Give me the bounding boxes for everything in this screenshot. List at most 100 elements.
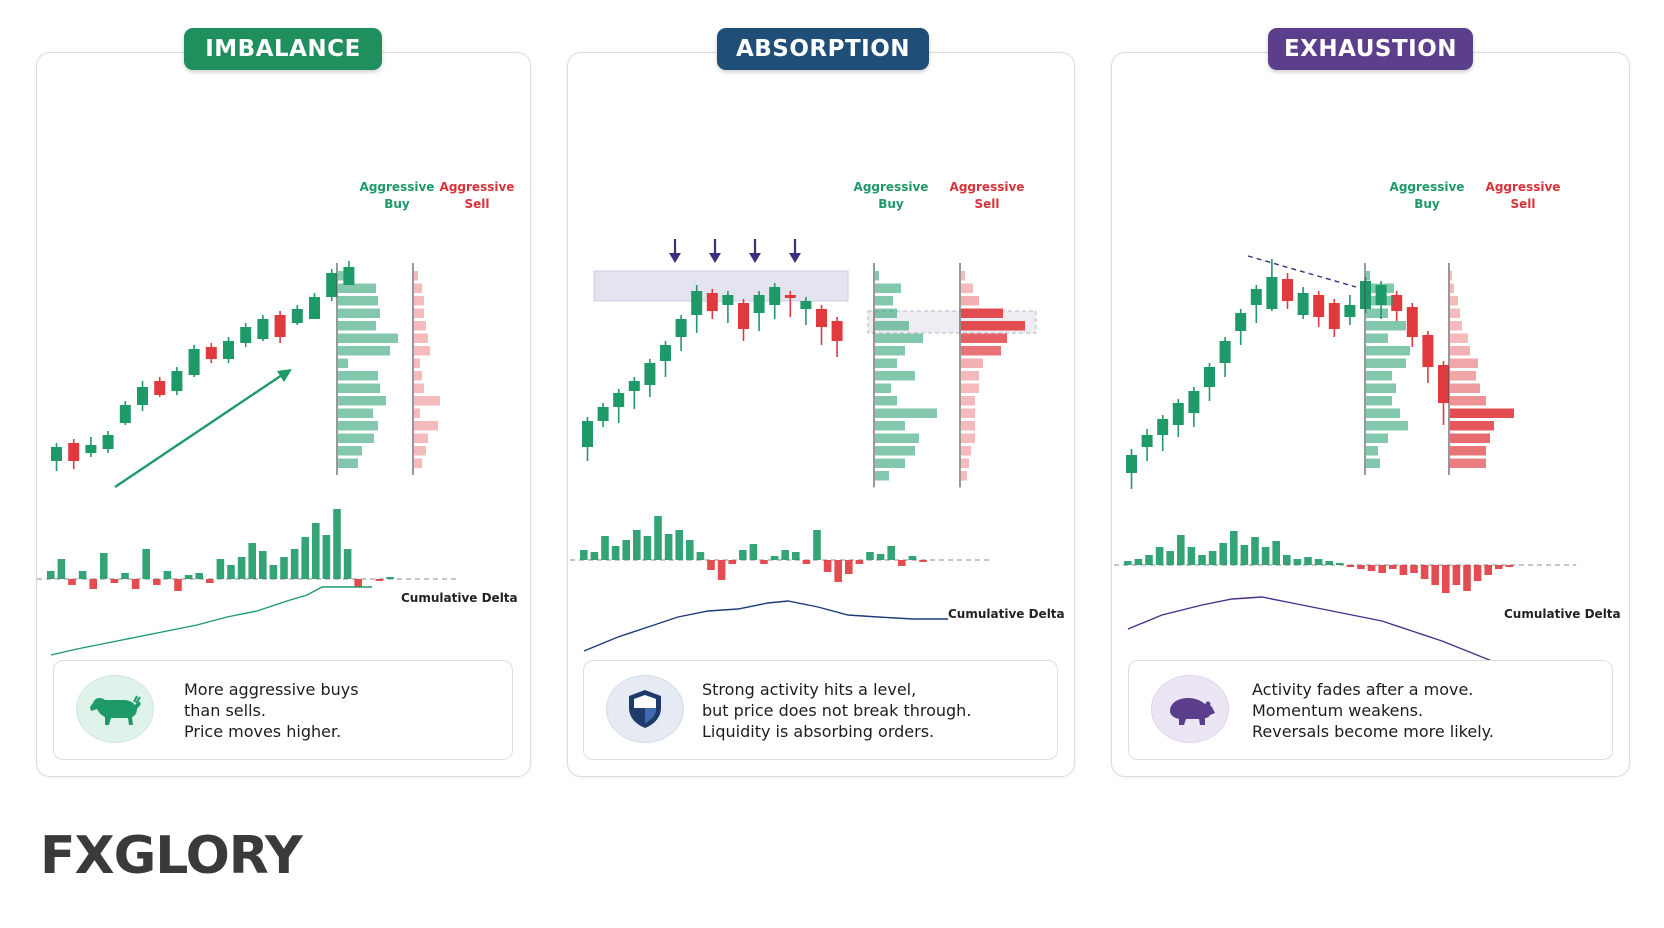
absorption-sell-profile-bar (961, 271, 965, 281)
bull-icon (76, 675, 154, 743)
exhaustion-buy-profile-bar (1366, 371, 1392, 381)
absorption-buy-profile-bar (875, 333, 923, 343)
imbalance-volume-bar (312, 523, 320, 579)
exhaustion-volume-bar (1336, 563, 1344, 565)
imbalance-buy-profile-bar (338, 383, 380, 393)
imbalance-volume-bar (322, 535, 331, 579)
exhaustion-volume-bar (1442, 565, 1450, 593)
exhaustion-volume-bar (1208, 551, 1217, 565)
absorption-volume-bar (611, 546, 620, 560)
absorption-volume-bar (643, 536, 652, 560)
imbalance-candle-body (223, 341, 234, 359)
exhaustion-volume-bar (1389, 565, 1397, 569)
exhaustion-volume-bar (1145, 555, 1153, 565)
absorption-volume-bar (792, 552, 800, 560)
absorption-sell-profile-bar (961, 408, 975, 418)
absorption-candle-body (660, 345, 671, 361)
imbalance-volume-bar (227, 565, 235, 579)
absorption-buy-profile-bar (875, 283, 901, 293)
absorption-volume-bar (834, 560, 842, 582)
imbalance-volume-bar (290, 549, 299, 579)
exhaustion-candle-body (1250, 289, 1262, 305)
absorption-down-arrow-head (669, 253, 681, 263)
imbalance-candle-body (274, 315, 286, 337)
absorption-sell-profile-bar (961, 358, 983, 368)
exhaustion-candle-body (1422, 335, 1434, 367)
exhaustion-volume-bar (1314, 559, 1323, 565)
exhaustion-buy-profile-bar (1366, 321, 1406, 331)
exhaustion-buy-profile-bar (1366, 408, 1400, 418)
absorption-sell-profile-bar (961, 296, 979, 306)
exhaustion-volume-bar (1410, 565, 1418, 573)
imbalance-buy-profile-bar (338, 358, 348, 368)
imbalance-volume-bar (216, 559, 225, 579)
absorption-down-arrow-head (709, 253, 721, 263)
exhaustion-buy-profile-bar (1366, 346, 1410, 356)
imbalance-trend-arrow-line (114, 374, 283, 488)
imbalance-buy-profile-bar (338, 296, 378, 306)
exhaustion-sell-profile-bar (1450, 433, 1490, 443)
absorption-candle-body (706, 293, 718, 311)
exhaustion-volume-bar (1240, 545, 1249, 565)
absorption-sell-label: Aggressive Sell (949, 180, 1025, 211)
exhaustion-chart (1114, 255, 1577, 676)
imbalance-volume-bar (343, 549, 352, 579)
exhaustion-candle-body (1188, 391, 1200, 413)
absorption-buy-profile-bar (875, 383, 891, 393)
exhaustion-candle-body (1297, 293, 1309, 315)
imbalance-volume-bar (333, 509, 341, 579)
exhaustion-buy-profile-bar (1366, 433, 1388, 443)
imbalance-volume-bar (354, 579, 362, 587)
exhaustion-buy-profile-bar (1366, 358, 1406, 368)
absorption-volume-bar (622, 540, 630, 560)
exhaustion-buy-profile-bar (1366, 383, 1396, 393)
imbalance-candle-body (68, 443, 80, 461)
imbalance-volume-bar (68, 579, 76, 585)
exhaustion-volume-bar (1378, 565, 1386, 573)
imbalance-candle-body (205, 347, 217, 359)
absorption-candle-body (582, 421, 593, 447)
imbalance-volume-bar (100, 553, 108, 579)
exhaustion-volume-bar (1272, 541, 1280, 565)
exhaustion-candle-body (1172, 403, 1184, 425)
imbalance-volume-bar (89, 579, 97, 589)
shield-icon (606, 675, 684, 743)
exhaustion-buy-profile-bar (1366, 283, 1394, 293)
absorption-sell-profile-bar (961, 433, 975, 443)
absorption-sell-profile-bar (961, 458, 969, 468)
exhaustion-sell-profile-bar (1450, 271, 1452, 281)
imbalance-sell-profile-bar (414, 346, 430, 356)
absorption-volume-bar (855, 560, 864, 564)
imbalance-volume-bar (78, 571, 87, 579)
imbalance-volume-bar (184, 575, 193, 579)
absorption-volume-bar (770, 556, 779, 560)
imbalance-buy-profile-bar (338, 408, 373, 418)
exhaustion-volume-bar (1219, 543, 1227, 565)
exhaustion-volume-bar (1420, 565, 1429, 579)
imbalance-buy-profile-bar (338, 371, 378, 381)
exhaustion-sell-profile-bar (1450, 333, 1468, 343)
absorption-volume-bar (664, 534, 673, 560)
exhaustion-volume-bar (1399, 565, 1408, 575)
imbalance-sell-profile-bar (414, 271, 418, 281)
imbalance-chart (37, 261, 457, 656)
absorption-info-box: Strong activity hits a level, but price … (583, 660, 1058, 760)
exhaustion-buy-label: Aggressive Buy (1389, 180, 1465, 211)
exhaustion-candle-body (1235, 313, 1247, 331)
imbalance-sell-profile-bar (414, 383, 424, 393)
absorption-volume-bar (876, 554, 885, 560)
exhaustion-volume-bar (1505, 565, 1514, 567)
exhaustion-volume-bar (1177, 535, 1185, 565)
imbalance-volume-bar (131, 579, 140, 589)
absorption-down-arrow-head (789, 253, 801, 263)
absorption-buy-profile-bar (875, 321, 909, 331)
absorption-candle-body (691, 291, 703, 315)
absorption-candle-body (784, 295, 796, 298)
imbalance-buy-profile-bar (338, 396, 386, 406)
absorption-volume-bar (654, 516, 662, 560)
imbalance-buy-profile-bar (338, 458, 358, 468)
exhaustion-volume-bar (1346, 565, 1355, 567)
imbalance-sell-profile-bar (414, 321, 426, 331)
exhaustion-volume-bar (1166, 551, 1174, 565)
absorption-volume-bar (749, 544, 758, 560)
